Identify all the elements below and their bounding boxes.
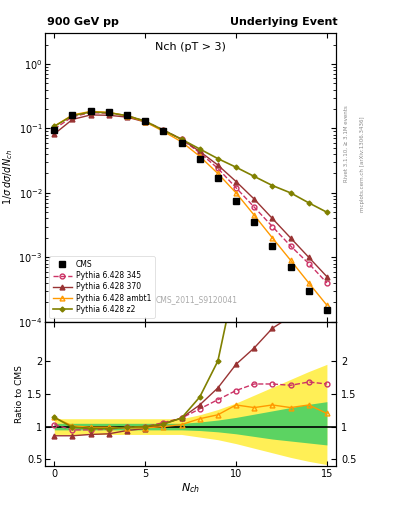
Text: Rivet 3.1.10, ≥ 3.1M events: Rivet 3.1.10, ≥ 3.1M events: [344, 105, 349, 182]
X-axis label: $N_{ch}$: $N_{ch}$: [181, 481, 200, 495]
Y-axis label: $1/\sigma\,d\sigma/dN_{ch}$: $1/\sigma\,d\sigma/dN_{ch}$: [2, 150, 15, 205]
Y-axis label: Ratio to CMS: Ratio to CMS: [15, 365, 24, 423]
Text: Nch (pT > 3): Nch (pT > 3): [155, 42, 226, 52]
Text: Underlying Event: Underlying Event: [230, 16, 338, 27]
Legend: CMS, Pythia 6.428 345, Pythia 6.428 370, Pythia 6.428 ambt1, Pythia 6.428 z2: CMS, Pythia 6.428 345, Pythia 6.428 370,…: [49, 256, 155, 318]
Text: 900 GeV pp: 900 GeV pp: [47, 16, 119, 27]
Text: mcplots.cern.ch [arXiv:1306.3436]: mcplots.cern.ch [arXiv:1306.3436]: [360, 116, 365, 211]
Text: CMS_2011_S9120041: CMS_2011_S9120041: [155, 295, 237, 305]
